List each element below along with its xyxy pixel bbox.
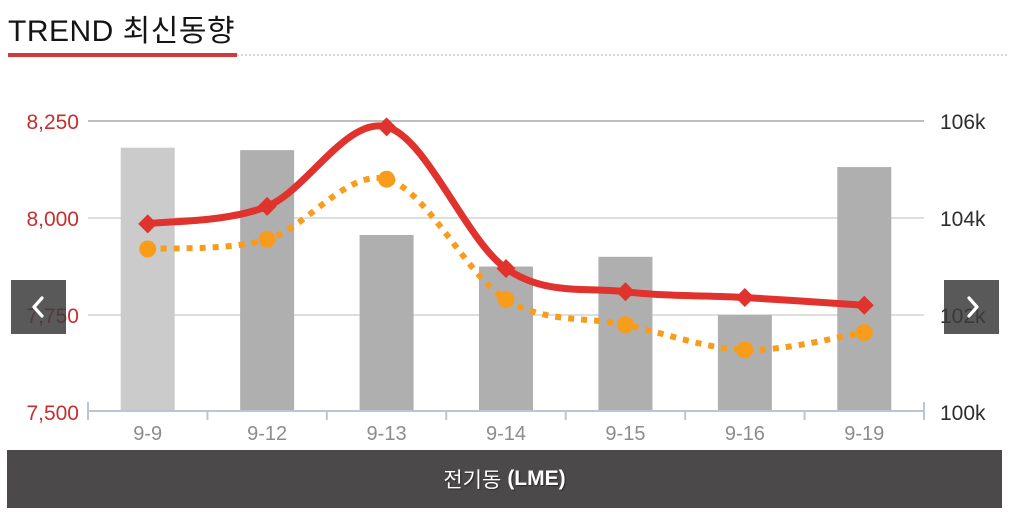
orange-marker-9-16 bbox=[736, 341, 754, 359]
red-marker-9-15 bbox=[615, 282, 635, 302]
chevron-right-icon bbox=[966, 296, 979, 318]
red-marker-9-9 bbox=[138, 214, 158, 234]
bar-9-19 bbox=[837, 167, 892, 410]
right-axis-label: 104k bbox=[940, 208, 986, 231]
orange-marker-9-12 bbox=[258, 230, 276, 248]
footer-label-bold: (LME) bbox=[507, 467, 566, 490]
x-axis-label-9-15: 9-15 bbox=[605, 423, 645, 445]
bar-9-13 bbox=[359, 234, 414, 410]
right-axis-label: 100k bbox=[940, 402, 986, 425]
red-marker-9-16 bbox=[735, 288, 755, 308]
red-marker-9-14 bbox=[496, 258, 516, 278]
x-axis-label-9-13: 9-13 bbox=[367, 423, 407, 445]
red-marker-9-19 bbox=[854, 295, 874, 315]
bar-9-12 bbox=[240, 150, 295, 410]
title-dotted-rule bbox=[8, 54, 1007, 56]
x-axis-label-9-19: 9-19 bbox=[844, 423, 884, 445]
left-axis-label: 7,500 bbox=[26, 402, 79, 425]
right-axis-label: 106k bbox=[940, 111, 986, 134]
bar-9-16 bbox=[717, 315, 772, 410]
orange-marker-9-13 bbox=[378, 170, 396, 188]
red-marker-9-12 bbox=[257, 196, 277, 216]
trend-combo-chart: 7,5007,7508,0008,250100k102k104k106k9-99… bbox=[26, 111, 986, 445]
x-axis-label-9-14: 9-14 bbox=[486, 423, 526, 445]
x-axis-label-9-9: 9-9 bbox=[133, 423, 162, 445]
left-axis-label: 8,250 bbox=[26, 111, 79, 134]
prev-button[interactable] bbox=[11, 280, 66, 334]
footer-label: 전기동 bbox=[443, 469, 502, 492]
orange-marker-9-14 bbox=[497, 290, 515, 308]
bar-9-9 bbox=[120, 147, 175, 411]
red-marker-9-13 bbox=[377, 117, 397, 137]
title-accent-rule bbox=[8, 53, 237, 57]
orange-marker-9-19 bbox=[855, 323, 873, 341]
bar-9-15 bbox=[598, 256, 653, 410]
next-button[interactable] bbox=[944, 280, 999, 334]
bar-9-14 bbox=[479, 266, 533, 410]
x-axis-label-9-12: 9-12 bbox=[247, 423, 287, 445]
x-axis-label-9-16: 9-16 bbox=[725, 423, 765, 445]
left-axis-label: 8,000 bbox=[26, 208, 79, 231]
orange-marker-9-15 bbox=[616, 316, 634, 334]
page-title: TREND 최신동향 bbox=[8, 15, 236, 48]
chevron-left-icon bbox=[31, 296, 44, 318]
chart-footer: 전기동 (LME) bbox=[7, 450, 1002, 508]
orange-marker-9-9 bbox=[139, 240, 157, 258]
